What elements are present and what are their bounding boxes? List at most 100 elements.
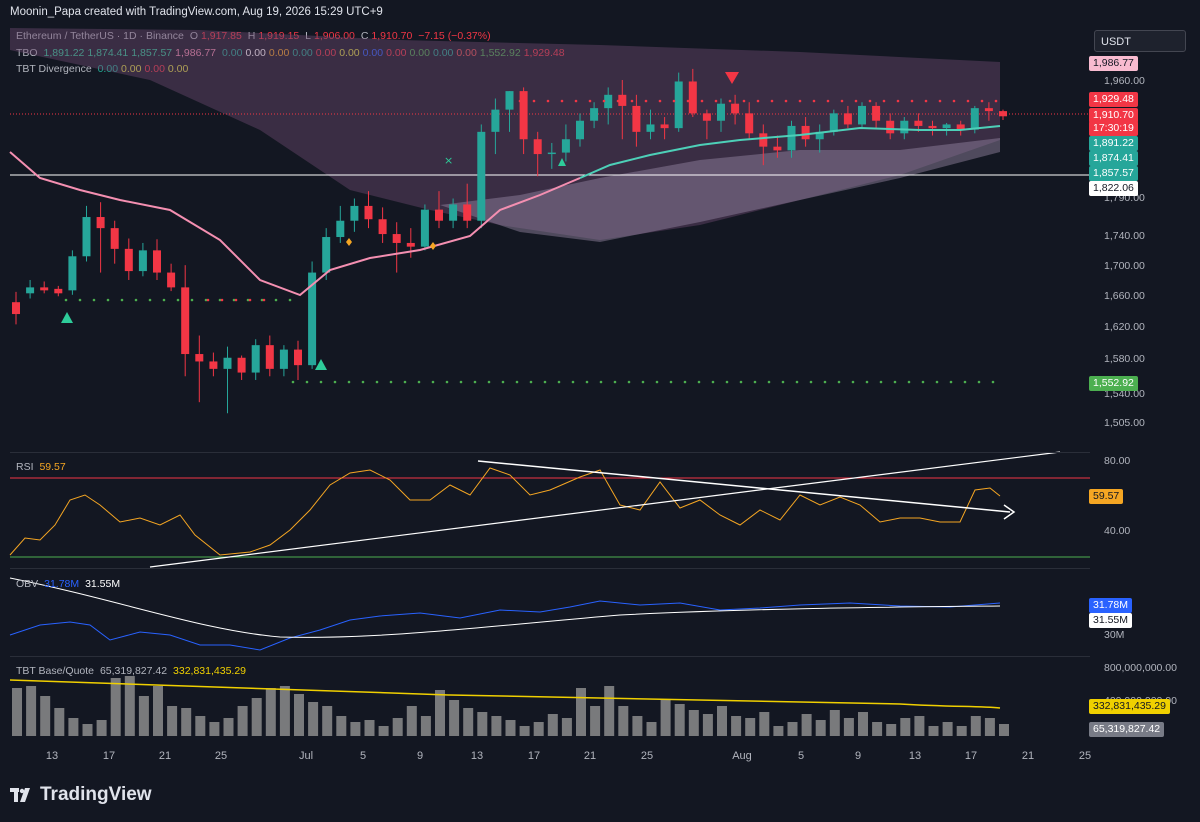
- support-dots: [585, 380, 589, 384]
- candle-body: [110, 228, 119, 249]
- obv-line: [9, 600, 1001, 651]
- support-dots: [683, 380, 687, 384]
- volume-bar: [547, 714, 558, 736]
- obv-pane-separator[interactable]: [10, 568, 1090, 569]
- time-axis-label: 17: [964, 750, 978, 762]
- tbt-badge-1: 332,831,435.29: [1089, 699, 1170, 714]
- volume-bar: [632, 716, 643, 736]
- candle-body: [336, 220, 345, 238]
- rsi-label[interactable]: RSI: [16, 461, 34, 473]
- divergence-value-1: 0.00: [121, 63, 142, 75]
- obv-ma-line: [9, 577, 1001, 638]
- price-axis-label: 1,700.00: [1104, 260, 1145, 272]
- candle-body: [279, 349, 288, 369]
- volume-bar: [209, 722, 220, 736]
- volume-bar: [717, 706, 727, 736]
- time-axis-label: 25: [1078, 750, 1092, 762]
- divergence-label[interactable]: TBT Divergence: [16, 63, 92, 75]
- close-value: 1,910.70: [371, 30, 413, 42]
- symbol-legend: Ethereum / TetherUS · 1D · Binance O 1,91…: [16, 30, 491, 42]
- time-axis-label: Jul: [298, 750, 314, 762]
- candle-body: [223, 357, 232, 369]
- support-dots: [64, 298, 68, 302]
- volume-bar: [364, 720, 375, 736]
- time-axis-label: 13: [470, 750, 484, 762]
- ema-line: [9, 151, 581, 297]
- candle-body: [477, 131, 486, 221]
- price-badge: 1,929.48: [1089, 92, 1138, 107]
- currency-button[interactable]: USDT: [1094, 30, 1186, 52]
- volume-bar: [872, 722, 883, 736]
- time-axis-label: 5: [797, 750, 805, 762]
- support-dots: [557, 380, 561, 384]
- support-dots: [935, 380, 939, 384]
- candle-body: [731, 103, 740, 114]
- tradingview-logo[interactable]: TradingView: [10, 784, 152, 806]
- support-dots: [823, 380, 827, 384]
- volume-bar: [956, 726, 967, 736]
- support-dots: [627, 380, 631, 384]
- diamond-icon: [346, 238, 352, 246]
- support-dots: [977, 380, 981, 384]
- symbol-name[interactable]: Ethereum / TetherUS · 1D · Binance: [16, 30, 184, 42]
- candle-body: [167, 272, 176, 288]
- support-dots: [865, 380, 869, 384]
- support-dots: [403, 380, 407, 384]
- support-dots: [204, 298, 208, 302]
- volume-bar: [970, 716, 981, 736]
- tradingview-logo-icon: [10, 788, 30, 802]
- resistance-dots: [994, 99, 998, 103]
- candle-body: [561, 139, 570, 153]
- support-dots: [963, 380, 967, 384]
- support-dots: [459, 380, 463, 384]
- volume-bar: [745, 718, 756, 736]
- rsi-pane-separator[interactable]: [10, 452, 1090, 453]
- divergence-value-2: 0.00: [144, 63, 165, 75]
- tbt-label[interactable]: TBT Base/Quote: [16, 665, 95, 677]
- legend-value-5: 0.00: [339, 47, 360, 59]
- volume-bar: [590, 706, 601, 736]
- buy-signal-icon: [558, 158, 566, 166]
- resistance-dots: [630, 99, 634, 103]
- volume-bar: [435, 690, 445, 736]
- legend-value-2: 0.00: [268, 47, 290, 59]
- candle-body: [745, 113, 754, 134]
- price-badge: 1,874.41: [1089, 151, 1138, 166]
- support-dots: [739, 380, 743, 384]
- candle-body: [505, 91, 514, 110]
- volume-bar: [449, 700, 460, 736]
- volume-bar: [26, 686, 37, 736]
- candle-body: [533, 139, 542, 155]
- volume-bar: [533, 722, 544, 736]
- trendline-up: [149, 451, 1061, 568]
- support-dots: [319, 380, 323, 384]
- obv-label[interactable]: OBV: [16, 578, 39, 590]
- support-dots: [92, 298, 96, 302]
- obv-axis: 30M: [1104, 629, 1125, 641]
- support-dots: [288, 298, 292, 302]
- candle-body: [449, 204, 458, 221]
- support-dots: [246, 298, 250, 302]
- support-dots: [571, 380, 575, 384]
- candle-body: [294, 349, 302, 366]
- tbt-pane-separator[interactable]: [10, 656, 1090, 657]
- volume-bar: [378, 726, 389, 736]
- candle-body: [900, 120, 909, 134]
- candle-body: [406, 242, 415, 247]
- candle-body: [646, 124, 655, 132]
- resistance-dots: [896, 99, 900, 103]
- rsi-legend: RSI 59.57: [16, 461, 69, 473]
- support-dots: [106, 298, 110, 302]
- support-dots: [641, 380, 645, 384]
- resistance-dots: [248, 298, 252, 302]
- candle-body: [237, 357, 246, 373]
- resistance-dots: [700, 99, 704, 103]
- legend-value-7: 0.00: [386, 47, 407, 59]
- legend-value-6: 0.00: [362, 47, 384, 59]
- tbo-label[interactable]: TBO: [16, 47, 38, 59]
- low-value: 1,906.00: [314, 30, 355, 42]
- support-dots: [697, 380, 701, 384]
- support-dots: [190, 298, 194, 302]
- volume-bar: [731, 716, 742, 736]
